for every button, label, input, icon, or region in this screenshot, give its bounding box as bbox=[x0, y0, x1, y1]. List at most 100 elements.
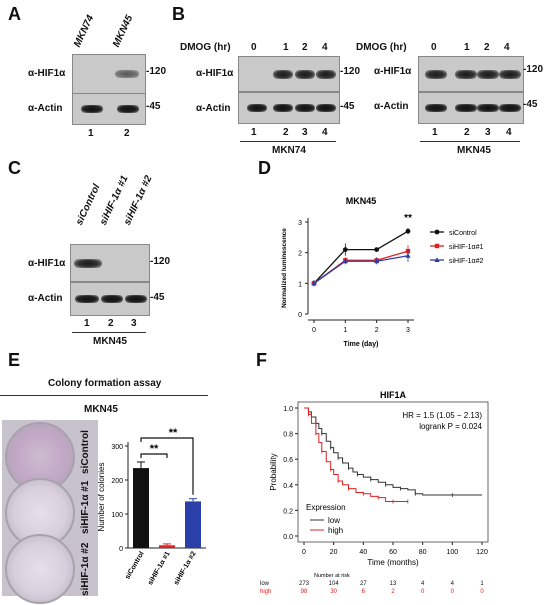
legend-label: siHIF-1α#2 bbox=[449, 258, 483, 265]
data-point bbox=[374, 258, 380, 264]
legend-label: high bbox=[328, 526, 343, 535]
bar bbox=[159, 545, 175, 548]
panel-c-marker: -120 bbox=[150, 256, 171, 267]
x-tick-label: 0 bbox=[302, 549, 306, 556]
panel-b-timepoint: 4 bbox=[504, 42, 510, 53]
survival-curve bbox=[304, 407, 482, 496]
panel-f-letter: F bbox=[256, 350, 267, 370]
panel-c-letter: C bbox=[8, 158, 21, 178]
y-tick-label: 100 bbox=[111, 512, 123, 519]
risk-row-label: low bbox=[260, 581, 270, 587]
risk-count: 30 bbox=[330, 589, 337, 595]
x-tick-label: 2 bbox=[375, 327, 379, 334]
panel-b-lane-number: 2 bbox=[464, 127, 470, 138]
line-chart-d: MKN45 0 1 2 3 0 1 2 3 Time (day) Normalized lumine… bbox=[281, 196, 483, 348]
panel-b-row-label: α-Actin bbox=[196, 103, 231, 114]
risk-count: 6 bbox=[362, 589, 366, 595]
panel-a-letter: A bbox=[8, 4, 21, 24]
x-tick-label: 1 bbox=[343, 327, 347, 334]
panel-e-subtitle: MKN45 bbox=[84, 404, 118, 415]
blot-band bbox=[295, 104, 315, 112]
blot-band bbox=[115, 70, 139, 78]
panel-b-timepoint: 2 bbox=[484, 42, 490, 53]
blot-band bbox=[316, 70, 336, 79]
panel-b-timepoint: 0 bbox=[431, 42, 437, 53]
y-tick-label: 1.0 bbox=[283, 406, 293, 413]
panel-b-row-label: α-HIF1α bbox=[196, 68, 234, 79]
x-tick-label: 20 bbox=[330, 549, 338, 556]
x-axis-label: Time (months) bbox=[367, 558, 419, 567]
blot-band bbox=[499, 70, 521, 79]
panel-c-blot-actin bbox=[70, 282, 150, 316]
panel-b-lane-number: 1 bbox=[251, 127, 257, 138]
blot-band bbox=[273, 70, 293, 79]
bar bbox=[133, 468, 149, 548]
x-tick-label: 3 bbox=[406, 327, 410, 334]
blot-band bbox=[425, 104, 447, 112]
data-point bbox=[405, 252, 411, 258]
panel-a-row-label: α-HIF1α bbox=[28, 68, 66, 79]
chart-title: MKN45 bbox=[346, 196, 377, 206]
panel-a-lane-label: MKN45 bbox=[111, 13, 136, 49]
panel-b-timepoint: 0 bbox=[251, 42, 257, 53]
panel-b-timepoint: 4 bbox=[322, 42, 328, 53]
chart-title: HIF1A bbox=[380, 390, 407, 400]
dish-label: siHIF-1α #1 bbox=[80, 480, 91, 534]
y-axis-label: Normalized luminescence bbox=[281, 228, 288, 308]
risk-count: 27 bbox=[360, 581, 367, 587]
panel-b-timepoint: 2 bbox=[302, 42, 308, 53]
y-tick-label: 0 bbox=[119, 546, 123, 553]
x-tick-label: 0 bbox=[312, 327, 316, 334]
blot-band bbox=[75, 295, 99, 303]
survival-curve bbox=[304, 407, 408, 502]
risk-count: 1 bbox=[480, 581, 484, 587]
panel-b-row-label: α-Actin bbox=[374, 101, 409, 112]
data-point bbox=[311, 280, 317, 286]
x-tick-label: 80 bbox=[419, 549, 427, 556]
blot-band bbox=[477, 70, 499, 79]
panel-b-lane-number: 4 bbox=[322, 127, 328, 138]
y-tick-label: 0.0 bbox=[283, 534, 293, 541]
bar bbox=[185, 501, 201, 548]
panel-b-lane-number: 2 bbox=[283, 127, 289, 138]
panel-b-cell-line: MKN45 bbox=[457, 145, 491, 156]
panel-b-mkn74-blot-hif bbox=[238, 56, 340, 92]
y-tick-label: 0.2 bbox=[283, 508, 293, 515]
data-point bbox=[342, 247, 348, 252]
panel-e-title-rule bbox=[0, 395, 208, 396]
panel-b-mkn74-blot-actin bbox=[238, 92, 340, 124]
blot-band bbox=[425, 70, 447, 79]
significance-bracket bbox=[140, 437, 194, 495]
y-axis-label: Probability bbox=[269, 453, 278, 490]
y-tick-label: 300 bbox=[111, 444, 123, 451]
y-tick-label: 3 bbox=[298, 220, 302, 227]
data-point bbox=[342, 258, 348, 264]
y-tick-label: 0 bbox=[298, 312, 302, 319]
y-tick-label: 0.8 bbox=[283, 432, 293, 439]
panel-b-mkn45-blot-hif bbox=[418, 56, 524, 92]
dish-label: siControl bbox=[80, 430, 91, 474]
y-tick-label: 200 bbox=[111, 478, 123, 485]
panel-a-lane-number: 2 bbox=[124, 128, 130, 139]
panel-a-lane-label: MKN74 bbox=[72, 13, 97, 49]
blot-band bbox=[101, 295, 123, 303]
legend-marker bbox=[434, 243, 440, 249]
risk-count: 273 bbox=[299, 581, 310, 587]
panel-b-cell-line: MKN74 bbox=[272, 145, 306, 156]
blot-band bbox=[499, 104, 521, 112]
y-tick-label: 0.4 bbox=[283, 483, 293, 490]
panel-b-underline bbox=[240, 141, 336, 142]
panel-c-cell-line: MKN45 bbox=[93, 336, 127, 347]
panel-b-lane-number: 3 bbox=[302, 127, 308, 138]
panel-c-lane-number: 1 bbox=[84, 318, 90, 329]
risk-count: 4 bbox=[421, 581, 425, 587]
panel-b-marker: -120 bbox=[340, 66, 361, 77]
risk-count: 13 bbox=[390, 581, 397, 587]
panel-b-dmog-label: DMOG (hr) bbox=[180, 42, 231, 53]
legend-marker bbox=[434, 229, 440, 235]
legend-label: low bbox=[328, 516, 340, 525]
x-tick-label: 40 bbox=[359, 549, 367, 556]
risk-count: 104 bbox=[329, 581, 340, 587]
x-tick-label: 100 bbox=[446, 549, 458, 556]
panel-b-marker: -45 bbox=[340, 101, 355, 112]
